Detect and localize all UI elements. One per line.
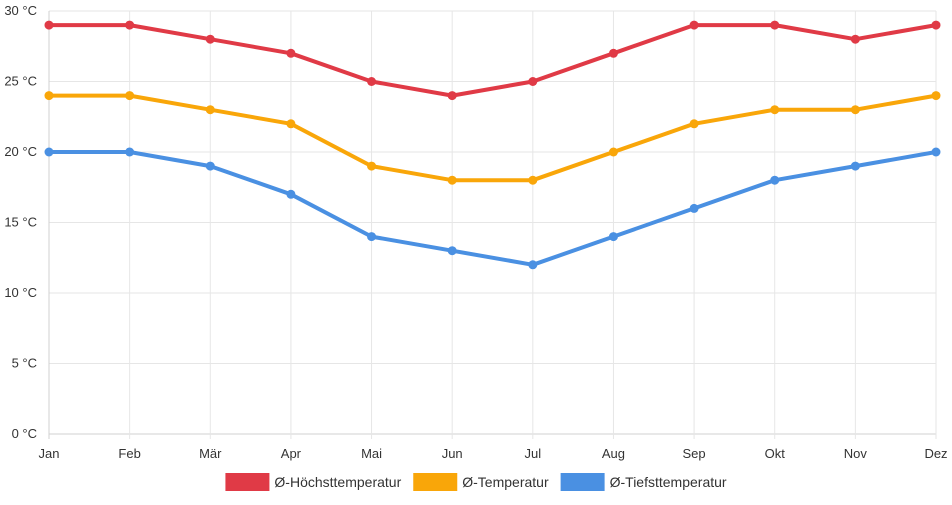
y-tick-label: 15 °C (4, 215, 37, 230)
data-point[interactable] (286, 119, 296, 129)
data-point[interactable] (528, 260, 538, 270)
legend-item[interactable]: Ø-Tiefsttemperatur (560, 473, 727, 491)
x-tick-label: Apr (281, 446, 302, 461)
data-point[interactable] (367, 77, 377, 86)
data-point[interactable] (367, 232, 377, 242)
data-point[interactable] (205, 161, 215, 171)
data-point[interactable] (125, 147, 135, 157)
y-tick-label: 20 °C (4, 144, 37, 159)
legend: Ø-Höchsttemperatur Ø-Temperatur Ø-Tiefstte… (225, 473, 727, 491)
series-line (47, 93, 938, 183)
data-point[interactable] (44, 20, 54, 30)
data-point[interactable] (447, 175, 457, 185)
data-point[interactable] (770, 105, 780, 115)
legend-label: Ø-Höchsttemperatur (274, 474, 401, 490)
data-point[interactable] (205, 34, 215, 44)
data-point[interactable] (44, 147, 54, 157)
x-tick-label: Nov (844, 446, 868, 461)
data-point[interactable] (850, 161, 860, 171)
x-tick-label: Jul (525, 446, 542, 461)
data-point[interactable] (447, 91, 457, 101)
y-tick-label: 30 °C (4, 3, 37, 18)
legend-swatch (560, 473, 605, 491)
data-point[interactable] (931, 91, 941, 101)
data-point[interactable] (608, 48, 618, 58)
series-line (47, 23, 938, 98)
data-point[interactable] (286, 48, 296, 58)
x-tick-label: Feb (118, 446, 140, 461)
data-point[interactable] (44, 91, 54, 101)
legend-label: Ø-Temperatur (462, 474, 549, 490)
series-3 (44, 147, 941, 270)
data-point[interactable] (931, 20, 941, 30)
grid (48, 10, 937, 439)
x-tick-label: Dez (924, 446, 947, 461)
y-tick-label: 25 °C (4, 74, 37, 89)
legend-label: Ø-Tiefsttemperatur (610, 474, 727, 490)
x-tick-label: Jan (39, 446, 60, 461)
x-tick-label: Jun (442, 446, 463, 461)
data-point[interactable] (125, 20, 135, 30)
series-2 (44, 91, 941, 185)
x-tick-label: Sep (683, 446, 706, 461)
legend-item[interactable]: Ø-Höchsttemperatur (225, 473, 402, 491)
y-tick-label: 0 °C (12, 426, 37, 441)
y-tick-label: 10 °C (4, 285, 37, 300)
x-tick-label: Okt (765, 446, 786, 461)
data-point[interactable] (689, 203, 699, 213)
x-tick-label: Mai (361, 446, 382, 461)
data-point[interactable] (931, 147, 941, 157)
data-point[interactable] (367, 161, 377, 171)
x-tick-label: Mär (199, 446, 222, 461)
legend-swatch (225, 473, 270, 491)
data-point[interactable] (689, 20, 699, 30)
legend-swatch (413, 473, 458, 491)
data-point[interactable] (850, 105, 860, 115)
data-point[interactable] (125, 91, 135, 101)
data-point[interactable] (770, 175, 780, 185)
data-point[interactable] (770, 20, 780, 30)
x-axis: Jan Feb Mär Apr Mai Jun Jul Aug Sep Okt Nov Dez (39, 446, 948, 461)
data-point[interactable] (286, 189, 296, 199)
data-point[interactable] (205, 105, 215, 115)
data-point[interactable] (689, 119, 699, 129)
data-point[interactable] (528, 77, 538, 86)
data-point[interactable] (850, 34, 860, 44)
y-tick-label: 5 °C (12, 356, 37, 371)
x-tick-label: Aug (602, 446, 625, 461)
data-point[interactable] (528, 175, 538, 185)
series-line (47, 150, 938, 267)
y-axis: 0 °C 5 °C 10 °C 15 °C 20 °C 25 °C 30 °C (4, 3, 37, 441)
legend-item[interactable]: Ø-Temperatur (413, 473, 549, 491)
data-point[interactable] (447, 246, 457, 256)
series-group (44, 20, 941, 270)
series-1 (44, 20, 941, 101)
data-point[interactable] (608, 232, 618, 242)
data-point[interactable] (608, 147, 618, 157)
